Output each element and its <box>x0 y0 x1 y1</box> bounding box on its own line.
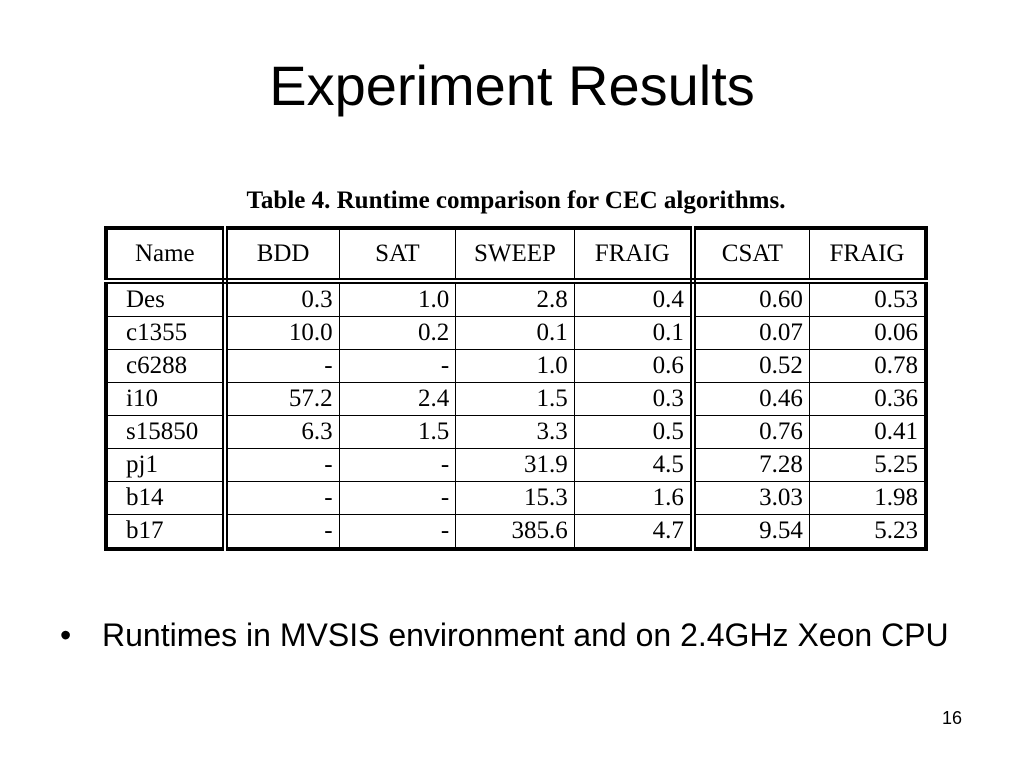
cell-value: 1.0 <box>338 280 457 317</box>
cell-value: 57.2 <box>224 382 340 416</box>
bullet-item: • Runtimes in MVSIS environment and on 2… <box>60 614 980 656</box>
cell-value: 0.07 <box>692 316 810 350</box>
cell-value: 15.3 <box>455 481 575 515</box>
cell-value: - <box>338 514 457 550</box>
cell-value: 0.53 <box>808 280 927 317</box>
cell-value: 4.5 <box>573 448 696 482</box>
column-header-sat: SAT <box>338 227 457 284</box>
cell-value: 0.1 <box>573 316 696 350</box>
cell-value: 0.06 <box>808 316 927 350</box>
table-caption: Table 4. Runtime comparison for CEC algo… <box>246 187 786 214</box>
cell-value: 3.3 <box>455 415 575 449</box>
column-header-fraig-2: FRAIG <box>808 227 927 284</box>
cell-value: 0.2 <box>338 316 457 350</box>
cell-value: - <box>224 481 340 515</box>
cell-name: i10 <box>105 382 228 416</box>
cell-value: 0.3 <box>573 382 696 416</box>
cell-value: 0.76 <box>692 415 810 449</box>
cell-value: 0.5 <box>573 415 696 449</box>
cell-value: 0.4 <box>573 280 696 317</box>
cell-value: 0.78 <box>808 349 927 383</box>
cell-value: 1.0 <box>455 349 575 383</box>
cell-value: 2.8 <box>455 280 575 317</box>
cell-name: c1355 <box>105 316 228 350</box>
cell-value: 6.3 <box>224 415 340 449</box>
runtime-comparison-table: Name BDD SAT SWEEP FRAIG CSAT FRAIG Des 0… <box>104 226 928 551</box>
cell-value: - <box>224 514 340 550</box>
table-row: b14- -15.3 1.6 3.03 1.98 <box>105 481 927 515</box>
cell-value: 1.5 <box>455 382 575 416</box>
bullet-text: Runtimes in MVSIS environment and on 2.4… <box>102 617 949 653</box>
cell-value: 0.46 <box>692 382 810 416</box>
table-row: c6288- -1.0 0.6 0.52 0.78 <box>105 349 927 383</box>
table-row: c1355 10.0 0.2 0.1 0.1 0.07 0.06 <box>105 316 927 350</box>
table-row: s15850 6.3 1.5 3.3 0.5 0.76 0.41 <box>105 415 927 449</box>
cell-value: 0.6 <box>573 349 696 383</box>
table-row: b17- -385.6 4.7 9.54 5.23 <box>105 514 927 550</box>
cell-value: 385.6 <box>455 514 575 550</box>
cell-value: 1.98 <box>808 481 927 515</box>
cell-value: 0.36 <box>808 382 927 416</box>
page-number: 16 <box>941 708 962 728</box>
cell-value: 0.3 <box>224 280 340 317</box>
bullet-marker: • <box>60 617 72 653</box>
cell-value: 4.7 <box>573 514 696 550</box>
cell-value: 31.9 <box>455 448 575 482</box>
cell-value: - <box>338 481 457 515</box>
cell-value: - <box>338 448 457 482</box>
cell-value: 7.28 <box>692 448 810 482</box>
table-header-row: Name BDD SAT SWEEP FRAIG CSAT FRAIG <box>105 227 927 284</box>
cell-name: b17 <box>105 514 228 550</box>
cell-name: Des <box>105 280 228 317</box>
cell-value: 1.6 <box>573 481 696 515</box>
column-header-sweep: SWEEP <box>455 227 575 284</box>
column-header-csat: CSAT <box>692 227 810 284</box>
cell-value: 5.23 <box>808 514 927 550</box>
cell-value: 0.1 <box>455 316 575 350</box>
cell-value: 0.52 <box>692 349 810 383</box>
table-row: pj1- -31.9 4.5 7.28 5.25 <box>105 448 927 482</box>
slide-title: Experiment Results <box>269 54 755 117</box>
cell-value: 2.4 <box>338 382 457 416</box>
cell-value: - <box>338 349 457 383</box>
cell-value: 3.03 <box>692 481 810 515</box>
table-row: Des 0.3 1.0 2.8 0.4 0.60 0.53 <box>105 280 927 317</box>
cell-value: 9.54 <box>692 514 810 550</box>
cell-value: 5.25 <box>808 448 927 482</box>
cell-value: 10.0 <box>224 316 340 350</box>
column-header-name: Name <box>105 227 228 284</box>
cell-name: pj1 <box>105 448 228 482</box>
cell-name: s15850 <box>105 415 228 449</box>
cell-name: b14 <box>105 481 228 515</box>
column-header-bdd: BDD <box>224 227 340 284</box>
cell-value: - <box>224 448 340 482</box>
column-header-fraig: FRAIG <box>573 227 696 284</box>
cell-name: c6288 <box>105 349 228 383</box>
cell-value: 1.5 <box>338 415 457 449</box>
table-body: Des 0.3 1.0 2.8 0.4 0.60 0.53 c1355 10.0 0.2 0.1 0.… <box>105 280 927 550</box>
cell-value: - <box>224 349 340 383</box>
table-row: i10 57.2 2.4 1.5 0.3 0.46 0.36 <box>105 382 927 416</box>
cell-value: 0.60 <box>692 280 810 317</box>
cell-value: 0.41 <box>808 415 927 449</box>
